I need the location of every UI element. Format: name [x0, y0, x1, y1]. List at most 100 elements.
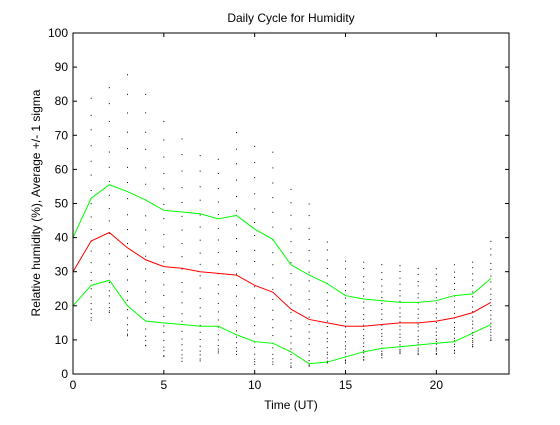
series-line-1	[72, 184, 492, 303]
data-dot	[163, 340, 165, 342]
data-dot	[236, 342, 237, 344]
data-dot	[236, 353, 237, 355]
data-dot	[145, 112, 147, 114]
data-dot	[254, 162, 256, 164]
data-dot	[381, 354, 383, 356]
data-dot	[345, 310, 346, 312]
data-dot	[290, 228, 292, 230]
data-dot	[381, 313, 383, 315]
data-dot	[435, 302, 437, 304]
data-dot	[345, 359, 346, 361]
data-dot	[308, 260, 310, 262]
data-dot	[108, 151, 110, 153]
data-dot	[199, 360, 201, 362]
y-tick-label: 50	[55, 197, 69, 211]
data-dot	[217, 348, 219, 350]
data-dot	[326, 347, 328, 349]
data-dot	[417, 353, 419, 355]
data-dot	[363, 352, 365, 354]
data-dot	[345, 352, 346, 354]
data-dot	[108, 290, 110, 292]
data-dot	[454, 312, 455, 314]
data-dot	[254, 177, 256, 179]
data-dot	[163, 139, 165, 141]
data-dot	[254, 297, 256, 299]
data-dot	[435, 348, 437, 350]
data-dot	[381, 291, 383, 293]
data-dot	[163, 173, 165, 175]
data-dot	[254, 208, 256, 210]
axis-layer: 0 5 10 15 20 0 10 20 30 40 50 60 70 80 90 100	[48, 26, 509, 392]
data-dot	[490, 309, 492, 311]
data-dot	[108, 307, 110, 309]
data-dot	[163, 315, 165, 317]
data-dot	[254, 307, 256, 309]
data-dot	[399, 351, 401, 353]
data-dot	[308, 331, 310, 333]
data-dot	[145, 183, 147, 185]
data-dot	[90, 145, 92, 147]
data-dot	[181, 256, 183, 258]
data-dot	[217, 319, 219, 321]
data-dot	[326, 312, 328, 314]
data-dot	[254, 363, 256, 365]
data-dot	[290, 366, 292, 368]
data-dot	[363, 276, 365, 278]
data-dot	[236, 238, 237, 240]
data-dot	[472, 346, 474, 348]
data-dot	[199, 298, 201, 300]
data-dot	[108, 136, 110, 138]
data-dot	[363, 281, 365, 283]
data-dot	[145, 291, 147, 293]
data-dot	[345, 283, 346, 285]
data-dot	[472, 261, 474, 263]
data-dot	[272, 298, 274, 300]
data-dot	[454, 276, 455, 278]
data-dot	[472, 279, 474, 281]
data-dot	[326, 275, 328, 277]
data-dot	[127, 93, 128, 95]
data-dot	[417, 293, 419, 295]
data-dot	[290, 335, 292, 337]
y-tick-label: 100	[48, 26, 68, 40]
data-dot	[217, 284, 219, 286]
data-dot	[490, 268, 492, 270]
data-dot	[363, 359, 365, 361]
data-dot	[272, 363, 274, 365]
data-dot	[181, 268, 183, 270]
data-dot	[181, 215, 183, 217]
data-dot	[472, 306, 474, 308]
data-dot	[435, 268, 437, 270]
data-dot	[399, 316, 401, 318]
data-dot	[181, 201, 183, 203]
data-dot	[145, 344, 147, 346]
data-dot	[236, 263, 237, 265]
chart-title: Daily Cycle for Humidity	[227, 11, 354, 25]
data-dot	[236, 273, 237, 275]
data-dot	[417, 353, 419, 355]
data-dot	[308, 290, 310, 292]
data-dot	[90, 312, 92, 314]
data-dot	[163, 350, 165, 352]
data-dot	[435, 343, 437, 345]
data-dot	[145, 167, 147, 169]
data-dot	[308, 316, 310, 318]
data-dot	[399, 312, 401, 314]
data-dot	[181, 187, 183, 189]
data-dot	[181, 313, 183, 315]
data-dot	[90, 97, 92, 99]
data-dot	[254, 260, 256, 262]
data-dot	[145, 328, 147, 330]
data-dot	[254, 361, 256, 363]
data-dot	[290, 362, 292, 364]
data-dot	[326, 360, 328, 362]
data-dot	[181, 138, 183, 140]
data-dot	[163, 218, 165, 220]
data-dot	[90, 250, 92, 252]
data-dot	[326, 338, 328, 340]
data-dot	[345, 276, 346, 278]
data-dot	[290, 358, 292, 360]
data-dot	[454, 300, 455, 302]
data-dot	[326, 292, 328, 294]
